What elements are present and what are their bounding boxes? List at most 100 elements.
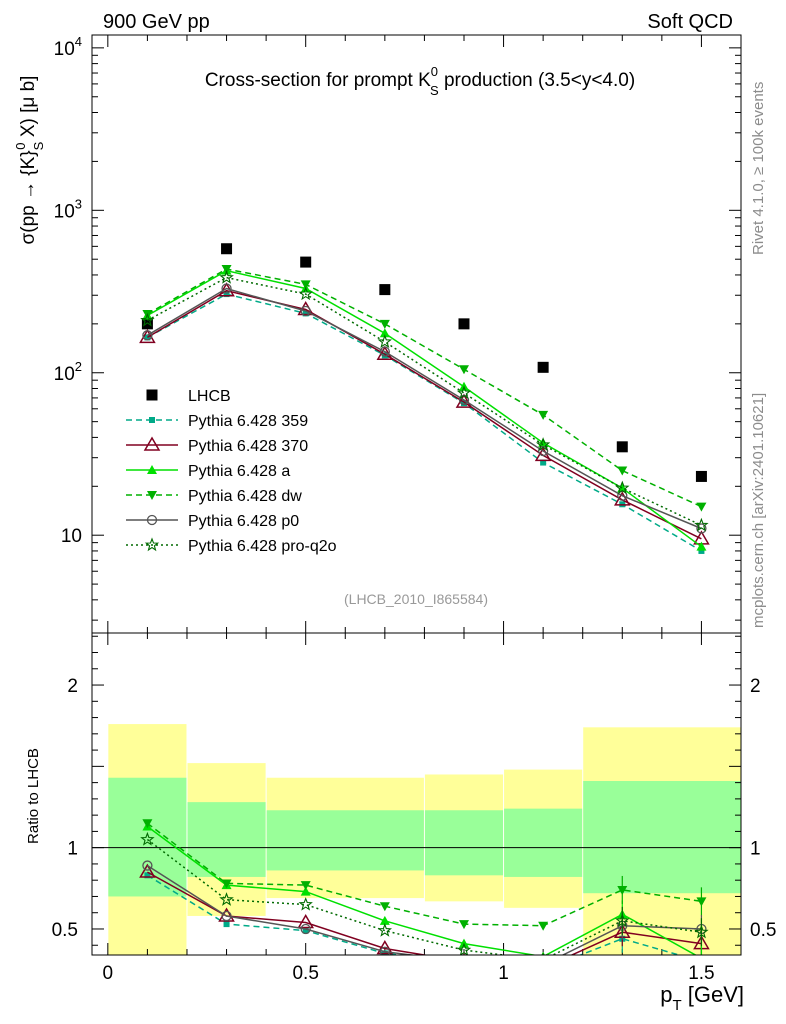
- legend-entry-pq2o: Pythia 6.428 pro-q2o: [126, 537, 337, 555]
- legend-marker: [147, 465, 157, 474]
- main-y-tick-labels: 10 102 103 104: [54, 34, 82, 547]
- pdw-ratio-point: [221, 879, 232, 889]
- pp0-ratio-point: [221, 910, 232, 922]
- inner-band: [424, 810, 504, 876]
- main-y-axis-label: σ(pp → {K}S0 X) [μ b]: [13, 76, 46, 245]
- legend-entry-p359: Pythia 6.428 359: [126, 413, 308, 430]
- pq2o-point: [615, 480, 630, 495]
- main-panel: 10 102 103 104 Cross-section for prompt K0 S…: [13, 34, 742, 634]
- ratio-y-tick-label-left: 2: [67, 676, 78, 697]
- header-left: 900 GeV pp: [103, 11, 210, 33]
- legend-marker: [147, 491, 157, 500]
- pdw-ratio-line: [146, 822, 702, 927]
- pp0-ratio-point: [300, 923, 311, 935]
- pa-ratio-point: [300, 886, 311, 896]
- pp0-ratio-point: [142, 860, 153, 871]
- ratio-y-tick-label-left: 0.5: [52, 920, 78, 941]
- pq2o-ratio-point: [298, 897, 313, 911]
- pdw-ratio-point: [617, 885, 628, 895]
- ratio-series-pq2o: [140, 831, 709, 955]
- pq2o-line: [147, 276, 702, 526]
- p359-ratio-line: [147, 874, 682, 955]
- pa-ratio-line: [146, 825, 698, 955]
- legend-label: Pythia 6.428 pro-q2o: [188, 538, 337, 555]
- ratio-series: [139, 819, 710, 973]
- p359-point: [144, 334, 151, 341]
- p370-ratio-line: [147, 871, 702, 955]
- p359-ratio-point: [144, 872, 151, 879]
- p370-ratio-point: [462, 953, 466, 955]
- x-tick-label: 0.5: [292, 963, 318, 984]
- p359-point: [381, 352, 388, 359]
- p370-point: [455, 393, 473, 408]
- legend-label: Pythia 6.428 p0: [188, 513, 299, 530]
- legend-label: Pythia 6.428 370: [188, 438, 308, 455]
- p370-line: [147, 289, 702, 540]
- pdw-ratio-point: [696, 897, 707, 907]
- pq2o-ratio-line: [146, 838, 702, 955]
- pq2o-point: [535, 437, 551, 451]
- pp0-point: [221, 283, 232, 294]
- pp0-ratio-point: [539, 960, 548, 969]
- x-axis-label: pT [GeV]: [660, 982, 744, 1014]
- main-series: [139, 243, 710, 554]
- legend: LHCB Pythia 6.428 359 Pythia 6.428 370 Pyth…: [126, 388, 337, 555]
- lhcb-point: [379, 284, 391, 296]
- header-right: Soft QCD: [647, 11, 733, 33]
- pdw-ratio-point: [142, 819, 153, 829]
- legend-marker: [146, 389, 158, 401]
- lhcb-point: [616, 441, 628, 453]
- y-tick-label: 10: [61, 526, 82, 547]
- lhcb-point: [300, 256, 312, 268]
- analysis-watermark: (LHCB_2010_I865584): [344, 591, 488, 607]
- x-tick-labels: 0 0.5 1 1.5: [103, 963, 715, 984]
- p370-ratio-point: [536, 961, 550, 973]
- ratio-y-tick-label-right: 2: [750, 676, 761, 697]
- pq2o-ratio-point: [542, 952, 545, 955]
- legend-label: Pythia 6.428 a: [188, 463, 290, 480]
- p359-point: [460, 400, 467, 407]
- pq2o-point: [219, 269, 234, 284]
- legend-marker: [143, 436, 161, 451]
- pp0-ratio-point: [379, 946, 390, 955]
- legend-entry-pa: Pythia 6.428 a: [126, 463, 290, 480]
- pp0-point: [696, 523, 707, 534]
- lhcb-point: [537, 361, 549, 373]
- legend-marker: [144, 537, 160, 552]
- p359-point: [223, 291, 230, 298]
- pdw-point: [221, 265, 232, 275]
- lhcb-point: [221, 243, 233, 255]
- uncertainty-bands: [92, 724, 741, 955]
- legend-marker: [146, 514, 158, 526]
- ratio-y-tick-label-left: 1: [67, 839, 78, 860]
- pq2o-point: [140, 312, 155, 327]
- pdw-ratio-point: [458, 920, 469, 930]
- p359-point: [302, 310, 309, 317]
- pp0-ratio-line: [146, 864, 702, 955]
- lhcb-point: [458, 318, 470, 330]
- legend-entry-p370: Pythia 6.428 370: [126, 436, 308, 455]
- ratio-frame: [91, 632, 742, 956]
- ratio-y-tick-label-right: 1: [750, 839, 761, 860]
- pq2o-ratio-point: [377, 922, 392, 937]
- p359-ratio-point: [540, 967, 546, 973]
- legend-marker: [149, 417, 155, 423]
- pp0-line: [147, 287, 702, 530]
- pq2o-ratio-point: [219, 892, 234, 906]
- p359-ratio-point: [381, 950, 388, 955]
- ratio-y-axis-label: Ratio to LHCB: [25, 748, 42, 844]
- series-lhcb: [141, 243, 707, 482]
- pdw-point: [379, 319, 390, 329]
- pp0-point: [142, 330, 153, 341]
- pq2o-point: [456, 385, 472, 400]
- pp0-ratio-point: [459, 957, 468, 966]
- legend-label: Pythia 6.428 359: [188, 413, 308, 430]
- y-tick-label: 102: [54, 359, 82, 385]
- x-tick-label: 1.5: [688, 963, 714, 984]
- pdw-point: [696, 502, 707, 512]
- pp0-point: [379, 346, 390, 357]
- legend-entry-pdw: Pythia 6.428 dw: [126, 488, 302, 505]
- lhcb-point: [141, 318, 153, 330]
- main-axis-ticks: [92, 35, 741, 633]
- pdw-line: [147, 268, 702, 508]
